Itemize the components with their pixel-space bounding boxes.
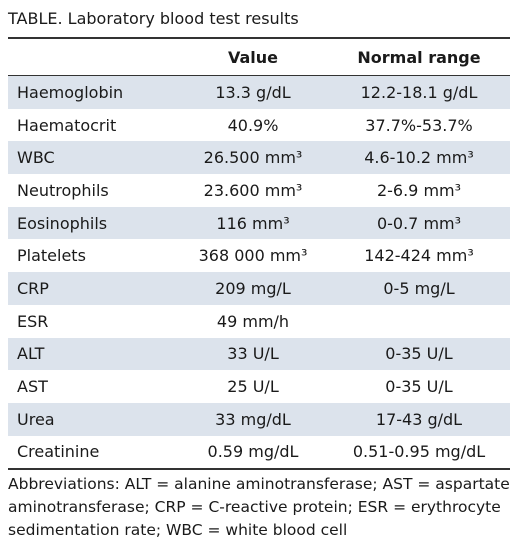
table-cell: 368 000 mm³: [198, 246, 308, 266]
table-cell: Creatinine: [17, 442, 100, 462]
table-cell: WBC: [17, 148, 55, 168]
table-row: WBC 26.500 mm³ 4.6-10.2 mm³: [8, 141, 510, 175]
table-row: CRP 209 mg/L 0-5 mg/L: [8, 272, 510, 305]
table-cell: 17-43 g/dL: [375, 409, 463, 429]
table-cell: 0.51-0.95 mg/dL: [352, 442, 486, 462]
table-cell: 0-35 U/L: [385, 377, 453, 397]
table-row: Haemoglobin 13.3 g/dL 12.2-18.1 g/dL: [8, 76, 510, 109]
table-cell: 142-424 mm³: [364, 246, 474, 266]
footnote: Abbreviations: ALT = alanine aminotransf…: [8, 475, 510, 539]
table-title: TABLE. Laboratory blood test results: [8, 9, 299, 28]
table-cell: 13.3 g/dL: [215, 82, 291, 102]
table: Value Normal range Haemoglobin 13.3 g/dL 12.…: [8, 37, 510, 471]
table-row: AST 25 U/L 0-35 U/L: [8, 370, 510, 403]
table-cell: AST: [17, 377, 48, 397]
table-cell: 209 mg/L: [215, 278, 291, 298]
table-row: Urea 33 mg/dL 17-43 g/dL: [8, 402, 510, 436]
table-row: ESR 49 mm/h: [8, 305, 510, 338]
header-row: Value Normal range: [8, 39, 510, 76]
table-cell: 49 mm/h: [216, 311, 290, 331]
table-row: Platelets 368 000 mm³ 142-424 mm³: [8, 239, 510, 272]
table-cell: Urea: [17, 409, 55, 429]
table-cell: 2-6.9 mm³: [376, 180, 462, 200]
table-cell: 23.600 mm³: [203, 180, 303, 200]
table-cell: Haematocrit: [17, 115, 117, 135]
table-row: Creatinine 0.59 mg/dL 0.51-0.95 mg/dL: [8, 436, 510, 469]
table-row: Eosinophils 116 mm³ 0-0.7 mm³: [8, 206, 510, 240]
table-cell: 0.59 mg/dL: [207, 442, 299, 462]
header-cell: Normal range: [357, 47, 481, 67]
table-cell: 4.6-10.2 mm³: [364, 148, 474, 168]
table-cell: 40.9%: [227, 115, 279, 135]
table-cell: 12.2-18.1 g/dL: [360, 82, 478, 102]
table-cell: Neutrophils: [17, 180, 109, 200]
table-cell: Haemoglobin: [17, 82, 124, 102]
table-cell: Eosinophils: [17, 213, 108, 233]
table-cell: 33 mg/dL: [215, 409, 291, 429]
table-cell: 25 U/L: [227, 377, 279, 397]
table-cell: 0-5 mg/L: [383, 278, 455, 298]
table-cell: 26.500 mm³: [203, 148, 303, 168]
table-row: Neutrophils 23.600 mm³ 2-6.9 mm³: [8, 174, 510, 207]
table-cell: 0-0.7 mm³: [376, 213, 462, 233]
table-row: ALT 33 U/L 0-35 U/L: [8, 337, 510, 371]
table-row: Haematocrit 40.9% 37.7%-53.7%: [8, 109, 510, 142]
table-cell: ESR: [17, 311, 49, 331]
table-cell: ALT: [17, 344, 45, 364]
table-cell: 0-35 U/L: [385, 344, 453, 364]
table-cell: Platelets: [17, 246, 86, 266]
table-cell: 33 U/L: [227, 344, 279, 364]
table-cell: CRP: [17, 278, 49, 298]
header-cell: Value: [227, 47, 279, 67]
table-cell: 37.7%-53.7%: [365, 115, 473, 135]
table-cell: 116 mm³: [216, 213, 290, 233]
